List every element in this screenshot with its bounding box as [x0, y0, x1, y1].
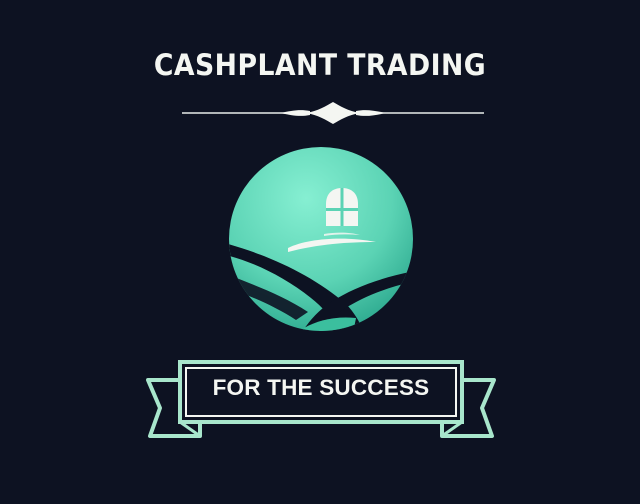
ribbon-banner-icon [146, 360, 496, 438]
tagline-text: FOR THE SUCCESS [212, 375, 430, 400]
emblem-icon [229, 147, 413, 331]
brand-title: CASHPLANT TRADING [153, 48, 487, 82]
ornamental-divider-icon [182, 102, 484, 124]
